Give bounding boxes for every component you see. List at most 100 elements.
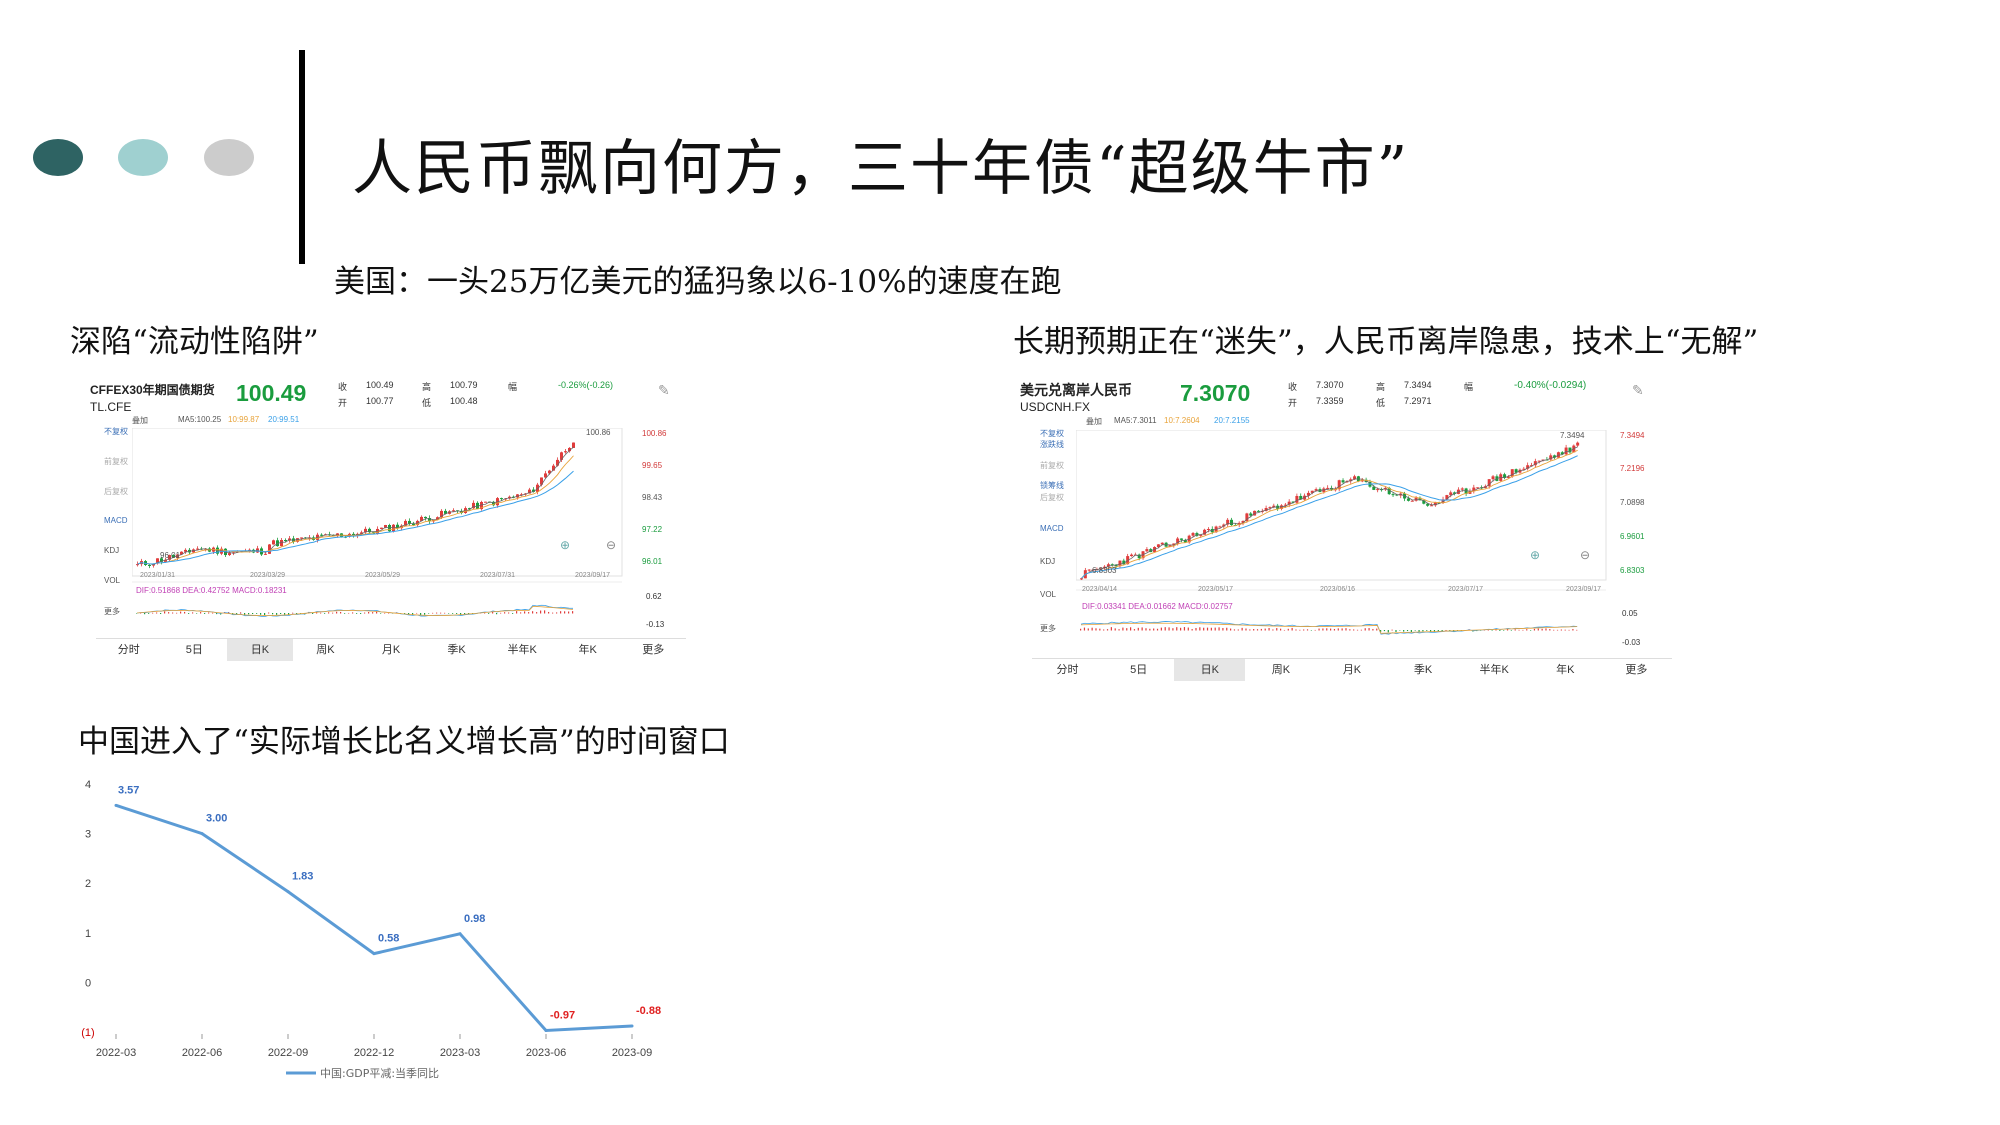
candle-body [1491,476,1495,480]
tl-side-5[interactable]: VOL [104,576,121,585]
fx-tab-4[interactable]: 月K [1342,664,1362,676]
macd-bar [1256,629,1259,631]
fx-tab-8[interactable]: 更多 [1625,664,1648,676]
candle-body [508,496,511,499]
tl-tab-4[interactable]: 月K [381,644,401,656]
tl-ma-label[interactable]: 叠加 [132,416,148,425]
candle-body [1137,554,1141,559]
macd-bar [316,611,318,614]
zoom-out-icon[interactable]: ⊖ [606,538,617,552]
macd-bar [1203,627,1205,631]
tl-ma20: 20:99.51 [268,415,300,424]
fx-tab-5[interactable]: 季K [1413,664,1433,676]
macd-bar [568,611,570,614]
x-tick-label: 2023-03 [440,1047,480,1059]
tl-tab-1[interactable]: 5日 [185,644,203,656]
macd-bar [248,613,250,615]
candle-body [520,494,523,496]
subtitle: 美国：一头25万亿美元的猛犸象以6-10%的速度在跑 [334,264,1062,300]
macd-bar [436,612,438,614]
fx-zoom-out-icon[interactable]: ⊖ [1580,548,1591,562]
macd-bar [532,611,534,614]
fx-zoom-in-icon[interactable]: ⊕ [1530,548,1541,562]
fx-tab-0[interactable]: 分时 [1056,664,1079,676]
tl-tab-3[interactable]: 周K [316,644,335,656]
tl-r1-4: 幅 [508,382,518,392]
candle-body [1145,549,1149,552]
fx-side-0[interactable]: 不复权 [1040,429,1064,438]
tl-side-1[interactable]: 前复权 [104,457,128,466]
fx-r2-0: 开 [1288,398,1298,408]
fx-side-8[interactable]: 更多 [1040,624,1056,633]
candle-body [1549,455,1553,460]
tl-side-4[interactable]: KDJ [104,546,120,555]
macd-bar [1272,629,1274,631]
candle-body [476,502,479,510]
fx-side-4[interactable]: 后复权 [1040,493,1064,502]
macd-bar [1160,627,1162,631]
edit-icon[interactable]: ✎ [658,382,670,398]
tl-r1-0: 收 [338,382,348,392]
fx-side-5[interactable]: MACD [1040,524,1064,533]
macd-bar [424,613,426,615]
macd-bar [264,613,266,616]
zoom-in-icon[interactable]: ⊕ [560,538,571,552]
fx-tab-3[interactable]: 周K [1271,664,1291,676]
candle-body [468,508,471,510]
macd-bar [204,613,206,614]
fx-kline-chart [1076,430,1607,635]
fx-tab-6[interactable]: 半年K [1479,664,1509,676]
candle-body [1476,487,1480,489]
fx-side-2[interactable]: 前复权 [1040,461,1064,470]
tl-side-2[interactable]: 后复权 [104,487,128,496]
macd-bar [1406,630,1409,632]
macd-bar [1533,628,1536,631]
fx-r1-2: 高 [1376,382,1386,392]
tl-tab-8[interactable]: 更多 [642,644,665,656]
tl-tab-5[interactable]: 季K [447,644,466,656]
fx-edit-icon[interactable]: ✎ [1632,382,1644,398]
fx-side-3[interactable]: 锁筹线 [1040,481,1064,490]
tl-tab-6[interactable]: 半年K [507,644,537,656]
tl-tab-2[interactable]: 日K [227,639,293,661]
candle-body [1280,505,1283,509]
tl-side-0[interactable]: 不复权 [104,427,128,436]
macd-bar [184,611,186,614]
candle-body [1218,526,1222,528]
macd-bar [1114,628,1116,631]
macd-bar [432,612,434,614]
macd-bar [1310,630,1312,631]
tl-ytick-0: 100.86 [642,429,667,438]
fx-tab-7[interactable]: 年K [1556,664,1575,676]
fx-side-7[interactable]: VOL [1040,590,1057,599]
macd-bar [504,612,506,614]
fx-tab-2[interactable]: 日K [1174,659,1246,681]
candle-body [1460,488,1464,490]
tl-tab-7[interactable]: 年K [578,644,597,656]
candle-body [164,559,167,562]
tl-change: -0.26%(-0.26) [558,380,614,390]
tl-side-3[interactable]: MACD [104,516,128,525]
fx-ma20: 20:7.2155 [1214,416,1250,425]
fx-ma-label[interactable]: 叠加 [1086,417,1102,426]
fx-side-1[interactable]: 涨跌线 [1040,440,1064,449]
macd-bar [496,613,498,615]
macd-bar [1295,629,1297,631]
fx-side-6[interactable]: KDJ [1040,557,1056,566]
fx-tab-1[interactable]: 5日 [1130,664,1148,676]
macd-bar [136,613,138,614]
tl-ytick-3: 97.22 [642,525,663,534]
tl-tab-0[interactable]: 分时 [117,644,140,656]
candle-body [1160,542,1164,545]
macd-bar [288,613,290,615]
tl-side-6[interactable]: 更多 [104,607,120,616]
candle-body [1291,501,1295,503]
candle-body [1506,476,1510,478]
candle-body [412,523,415,526]
tl-name: CFFEX30年期国债期货 [90,383,215,397]
candle-body [1472,487,1476,492]
tl-date-2: 2023/05/29 [365,572,401,579]
macd-bar [572,611,574,614]
candle-body [1345,481,1349,483]
macd-bar [528,612,530,614]
